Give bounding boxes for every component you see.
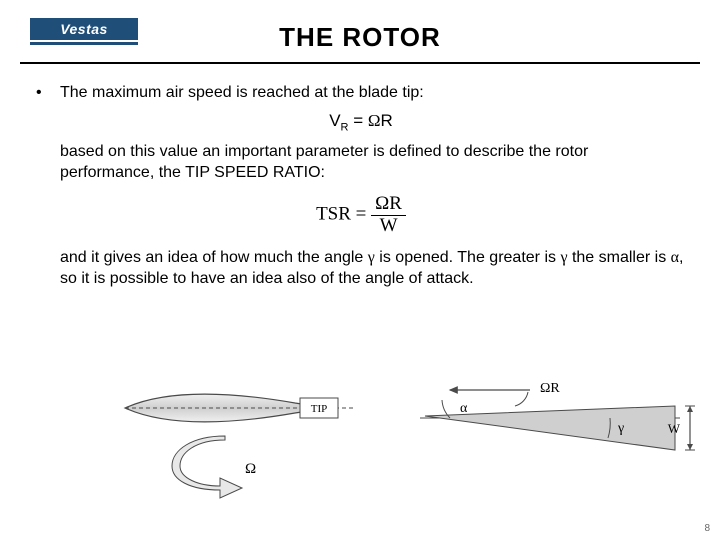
eq-r: R (381, 111, 393, 130)
tsr-num: ΩR (371, 194, 406, 216)
p2-a: and it gives an idea of how much the ang… (60, 249, 368, 266)
bullet-item: • The maximum air speed is reached at th… (36, 82, 686, 104)
alpha-label: α (460, 401, 468, 416)
airfoil: TIP (125, 394, 355, 422)
gamma-label: γ (617, 421, 624, 436)
rotation-arrow: Ω (172, 436, 256, 498)
content-body: • The maximum air speed is reached at th… (36, 82, 686, 290)
eq-omega: Ω (368, 111, 381, 130)
or-label: ΩR (540, 381, 560, 396)
tsr-eq: = (351, 204, 371, 225)
w-label: W (668, 421, 681, 436)
p2-gamma1: γ (368, 249, 375, 266)
p2-gamma2: γ (560, 249, 567, 266)
angle-diagram: ΩR α γ W (420, 381, 695, 450)
bullet-mark: • (36, 82, 60, 104)
tsr-label: TSR (316, 204, 351, 225)
rotor-diagram: TIP Ω ΩR α γ W (120, 378, 700, 508)
eq-lhs: V (329, 111, 340, 130)
paragraph-2: and it gives an idea of how much the ang… (60, 247, 686, 290)
eq-eq: = (349, 111, 368, 130)
title-underline (20, 62, 700, 64)
p2-alpha: α (671, 249, 679, 266)
formula-tsr: TSR = ΩRW (36, 194, 686, 237)
tsr-den: W (371, 216, 406, 237)
tip-label: TIP (311, 403, 328, 415)
omega-label: Ω (245, 461, 256, 477)
page-number: 8 (704, 523, 710, 534)
eq-lhs-sub: R (341, 121, 349, 133)
p2-b: is opened. The greater is (375, 249, 561, 266)
paragraph-1: based on this value an important paramet… (60, 141, 686, 184)
tsr-fraction: ΩRW (371, 194, 406, 237)
p2-c: the smaller is (568, 249, 671, 266)
equation-vr: VR = ΩR (36, 110, 686, 135)
page-title: THE ROTOR (0, 22, 720, 53)
bullet-text: The maximum air speed is reached at the … (60, 82, 424, 104)
